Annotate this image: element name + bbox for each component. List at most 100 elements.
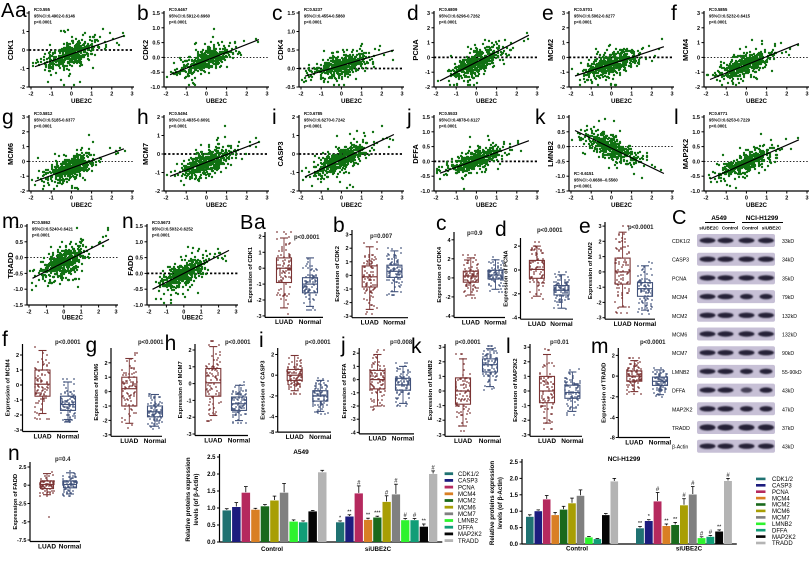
svg-text:siUBE2C: siUBE2C — [762, 226, 782, 231]
svg-text:-1: -1 — [589, 196, 594, 202]
svg-text:*: * — [339, 515, 342, 521]
svg-text:-7.5: -7.5 — [17, 538, 26, 544]
svg-text:LUAD: LUAD — [361, 320, 379, 327]
svg-text:MCM2: MCM2 — [546, 39, 555, 61]
svg-text:b: b — [333, 214, 345, 237]
svg-text:-2: -2 — [155, 189, 160, 195]
svg-text:i: i — [272, 106, 277, 129]
svg-text:2: 2 — [380, 92, 383, 98]
svg-text:MCM4: MCM4 — [772, 496, 790, 502]
svg-text:Normal: Normal — [299, 319, 322, 326]
svg-text:-1: -1 — [344, 287, 349, 293]
svg-text:#: # — [404, 513, 408, 519]
svg-text:3: 3 — [130, 92, 133, 98]
svg-text:k: k — [535, 106, 546, 129]
svg-text:-0.5: -0.5 — [421, 174, 430, 180]
svg-text:2: 2 — [245, 196, 248, 202]
svg-text:0.5: 0.5 — [557, 130, 565, 136]
svg-text:-1: -1 — [425, 70, 430, 76]
svg-text:1: 1 — [630, 92, 633, 98]
svg-text:2: 2 — [562, 26, 565, 32]
svg-text:m: m — [591, 335, 609, 358]
svg-text:NCI-H1299: NCI-H1299 — [746, 215, 779, 222]
svg-text:0: 0 — [104, 390, 107, 396]
svg-text:-2: -2 — [695, 85, 700, 91]
svg-text:**: ** — [638, 521, 643, 527]
svg-text:LUAD: LUAD — [454, 438, 472, 445]
svg-text:-2: -2 — [569, 92, 574, 98]
svg-text:UBE2C: UBE2C — [341, 202, 363, 209]
svg-text:-2: -2 — [344, 301, 349, 307]
svg-text:1: 1 — [562, 41, 565, 47]
svg-text:R=0.5237: R=0.5237 — [304, 7, 323, 12]
svg-text:-8: -8 — [269, 430, 274, 436]
svg-text:p<0.0001: p<0.0001 — [640, 340, 666, 346]
svg-text:#: # — [726, 473, 730, 479]
svg-text:c: c — [436, 212, 447, 235]
svg-text:1: 1 — [630, 196, 633, 202]
svg-text:1.5: 1.5 — [510, 493, 519, 499]
svg-text:p=0.008: p=0.008 — [390, 340, 413, 346]
svg-text:DFFA: DFFA — [772, 528, 787, 534]
svg-text:0: 0 — [340, 196, 343, 202]
svg-text:-3: -3 — [351, 417, 356, 423]
svg-text:2: 2 — [110, 196, 113, 202]
svg-text:35kD: 35kD — [782, 276, 794, 282]
svg-text:n: n — [122, 210, 134, 233]
svg-text:LUAD: LUAD — [33, 433, 51, 440]
svg-text:R=0.5812: R=0.5812 — [34, 111, 53, 116]
svg-text:h: h — [137, 106, 149, 129]
svg-text:3: 3 — [265, 196, 268, 202]
svg-text:-2: -2 — [610, 395, 615, 401]
svg-text:R=0.5494: R=0.5494 — [169, 111, 188, 116]
svg-text:l: l — [674, 106, 679, 129]
svg-text:-3: -3 — [187, 432, 192, 438]
svg-text:-1.0: -1.0 — [421, 189, 430, 195]
svg-text:p=0.4: p=0.4 — [55, 457, 71, 463]
svg-text:-4: -4 — [351, 430, 357, 436]
svg-text:siUBE2C: siUBE2C — [676, 546, 703, 553]
svg-text:47kD: 47kD — [782, 407, 794, 413]
svg-text:-1: -1 — [164, 310, 169, 316]
svg-text:n: n — [8, 442, 20, 465]
svg-text:-2: -2 — [425, 85, 430, 91]
svg-text:Expression of CASP3: Expression of CASP3 — [261, 360, 267, 420]
svg-text:0: 0 — [182, 310, 185, 316]
svg-text:#: # — [394, 479, 398, 485]
svg-text:3: 3 — [805, 196, 808, 202]
svg-text:g: g — [2, 106, 14, 129]
svg-text:95%CI:0.6253-0.7229: 95%CI:0.6253-0.7229 — [709, 117, 751, 122]
svg-text:PCNA: PCNA — [772, 490, 789, 496]
svg-text:2: 2 — [22, 11, 25, 17]
svg-text:siUBE2C: siUBE2C — [365, 546, 392, 553]
svg-text:UBE2C: UBE2C — [746, 98, 768, 105]
svg-text:***: *** — [374, 511, 381, 517]
svg-text:#: # — [413, 513, 417, 519]
svg-text:-5: -5 — [22, 520, 27, 526]
svg-text:-1: -1 — [14, 398, 19, 404]
svg-text:Control: Control — [722, 226, 738, 231]
svg-text:-2: -2 — [299, 92, 304, 98]
svg-text:UBE2C: UBE2C — [611, 98, 633, 105]
svg-text:p<0.0001: p<0.0001 — [574, 184, 592, 189]
svg-text:p<0.0001: p<0.0001 — [439, 20, 457, 25]
svg-text:0: 0 — [475, 92, 478, 98]
svg-text:-2: -2 — [257, 298, 262, 304]
svg-text:-2: -2 — [704, 196, 709, 202]
svg-text:0: 0 — [562, 55, 565, 61]
svg-text:DFFA: DFFA — [411, 144, 420, 164]
svg-text:0: 0 — [23, 483, 26, 489]
svg-text:95%CI:0.4878-0.6127: 95%CI:0.4878-0.6127 — [439, 117, 481, 122]
svg-text:-4: -4 — [446, 314, 452, 320]
svg-text:LUAD: LUAD — [120, 438, 138, 445]
svg-text:-1: -1 — [589, 92, 594, 98]
svg-text:4: 4 — [447, 238, 451, 244]
svg-text:UBE2C: UBE2C — [206, 98, 228, 105]
svg-text:MCM4: MCM4 — [672, 295, 687, 301]
svg-text:1: 1 — [22, 145, 25, 151]
svg-text:Expression of MCM2: Expression of MCM2 — [588, 242, 594, 299]
svg-text:p<0.0001: p<0.0001 — [169, 20, 187, 25]
svg-text:m: m — [2, 210, 20, 233]
svg-text:-1: -1 — [103, 404, 108, 410]
svg-text:UBE2C: UBE2C — [62, 315, 84, 322]
